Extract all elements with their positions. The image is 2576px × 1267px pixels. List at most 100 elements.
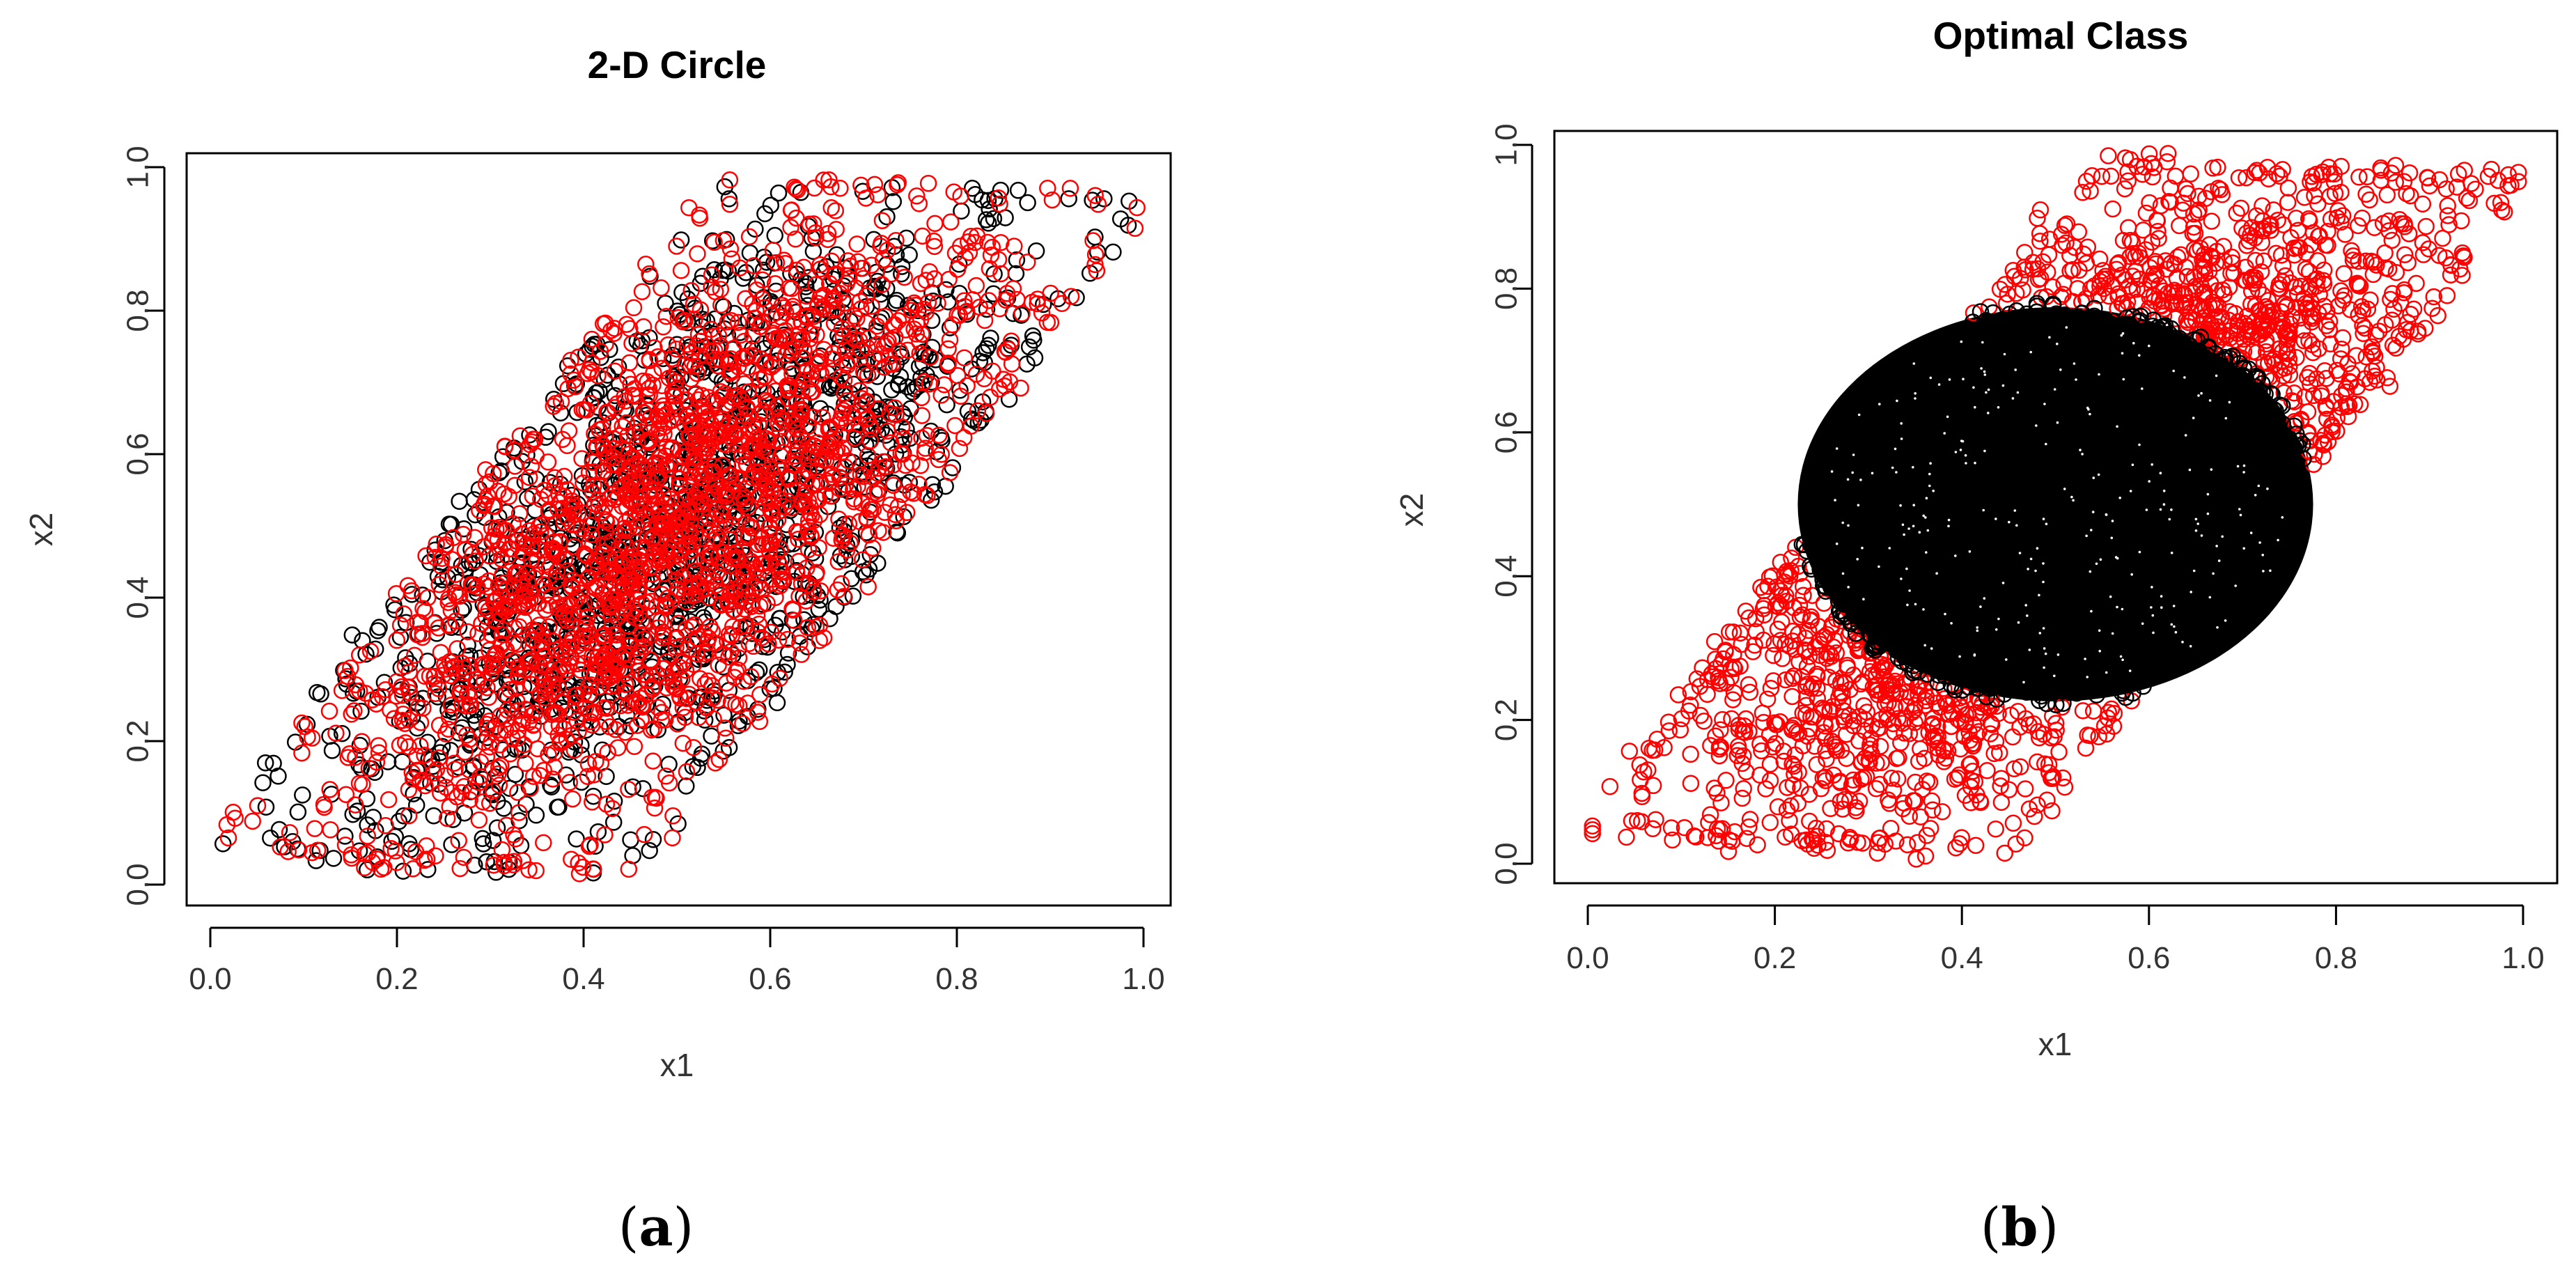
panel-b-point-outside — [2029, 210, 2046, 227]
panel-b-point-outside — [1717, 772, 1735, 789]
panel-b-point-outside — [2137, 204, 2155, 222]
panel-a-point-class-0 — [535, 834, 552, 852]
panel-b-point-outside — [1647, 811, 1664, 828]
panel-a-y-tick-label: 0.2 — [121, 720, 155, 762]
panel-a-point-class-0 — [646, 788, 664, 806]
panel-b-point-outside — [1633, 788, 1651, 805]
panel-a-point-class-1 — [391, 628, 409, 646]
panel-b-point-outside — [1774, 650, 1791, 667]
panel-b-point-outside — [1778, 801, 1796, 819]
panel-a-point-class-0 — [621, 320, 639, 338]
panel-a-y-tick-label: 0.0 — [121, 863, 155, 905]
panel-a-point-class-1 — [289, 803, 307, 821]
panel-b-point-outside — [2335, 265, 2353, 283]
panel-a-point-class-1 — [542, 778, 561, 795]
panel-b-point-outside — [2000, 781, 2018, 798]
panel-a-x-axis: 0.0 0.2 0.4 0.6 0.8 1.0 — [189, 926, 1165, 996]
panel-a-point-class-1 — [467, 506, 484, 524]
panel-b-point-outside — [2279, 179, 2297, 197]
panel-a-point-class-0 — [564, 790, 581, 808]
panel-a-point-class-0 — [706, 283, 724, 301]
panel-a-point-class-0 — [387, 584, 405, 603]
panel-b-point-outside — [1671, 721, 1689, 739]
panel-a-point-class-1 — [606, 387, 624, 405]
panel-a-point-class-0 — [320, 702, 338, 720]
panel-a-point-class-0 — [388, 632, 406, 649]
panel-a-y-axis: 0.00.20.40.60.81.0 — [121, 146, 166, 906]
panel-a-point-class-1 — [352, 702, 370, 720]
panel-b-point-outside — [1761, 814, 1779, 832]
panel-a-point-class-0 — [655, 318, 672, 336]
panel-a-point-class-1 — [764, 295, 781, 313]
panel-a-point-class-1 — [992, 181, 1010, 199]
panel-a-point-class-0 — [1033, 304, 1051, 322]
panel-a-point-class-1 — [270, 821, 288, 839]
panel-a-point-class-0 — [601, 718, 618, 736]
panel-a-point-class-0 — [620, 781, 637, 798]
panel-b-point-outside — [1618, 828, 1635, 846]
panel-a-point-class-1 — [265, 754, 282, 772]
panel-a-x-label: x1 — [660, 1047, 694, 1083]
panel-a-point-class-0 — [955, 349, 973, 366]
panel-a-point-class-0 — [672, 262, 690, 279]
panel-b-point-outside — [1783, 687, 1801, 706]
panel-a-point-class-0 — [674, 734, 692, 752]
panel-a-point-class-1 — [938, 396, 955, 414]
panel-a-point-class-1 — [254, 774, 272, 791]
panel-a-point-class-0 — [515, 736, 533, 754]
panel-b-point-outside — [2383, 231, 2401, 249]
panel-a-point-class-1 — [891, 368, 910, 385]
panel-b-point-outside — [2378, 186, 2396, 204]
panel-a-point-class-0 — [414, 628, 431, 646]
panel-a-point-class-1 — [344, 805, 361, 823]
panel-a-point-class-0 — [380, 791, 398, 809]
panel-a-point-class-1 — [425, 807, 443, 825]
panel-a-point-class-1 — [1008, 251, 1026, 269]
panel-a-point-class-0 — [404, 860, 422, 878]
panel-a-point-class-0 — [949, 261, 967, 278]
panel-a-point-class-0 — [848, 235, 866, 253]
panel-a-x-tick-label: 0.0 — [189, 962, 231, 996]
panel-a-point-class-1 — [779, 644, 797, 662]
panel-b-point-outside — [2004, 814, 2022, 832]
panel-b-point-outside — [1917, 847, 1935, 865]
panel-a-point-class-0 — [941, 464, 959, 481]
panel-a-point-class-1 — [214, 835, 232, 853]
panel-a-point-class-1 — [820, 378, 838, 396]
panel-a-point-class-0 — [942, 213, 960, 231]
panel-a-point-class-0 — [633, 283, 651, 300]
panel-a-point-class-0 — [609, 739, 627, 756]
panel-a-point-class-1 — [540, 423, 557, 440]
panel-a-caption-open: ( — [618, 1196, 639, 1258]
panel-b-point-outside — [2279, 194, 2297, 211]
panel-b-point-outside — [2361, 191, 2378, 209]
panel-a-point-class-1 — [679, 290, 697, 308]
panel-b-point-outside — [2102, 167, 2120, 185]
panel-a-point-class-1 — [521, 426, 538, 444]
panel-b-point-outside — [1978, 762, 1996, 779]
panel-b-point-outside — [2140, 145, 2158, 163]
panel-a-x-tick-label: 1.0 — [1122, 962, 1164, 996]
panel-a-point-class-0 — [625, 299, 643, 317]
panel-a-point-class-1 — [937, 281, 955, 299]
panel-a-point-class-1 — [804, 544, 821, 562]
panel-a-point-class-1 — [325, 850, 343, 867]
panel-a-point-class-0 — [585, 860, 602, 878]
panel-a-point-class-1 — [1019, 194, 1036, 212]
panel-b-point-outside — [1907, 850, 1925, 868]
panel-a-point-class-1 — [394, 862, 412, 880]
panel-a-point-class-1 — [474, 830, 492, 848]
panel-b-points — [1584, 145, 2527, 868]
panel-b-point-outside — [1775, 752, 1793, 770]
panel-a-point-class-0 — [827, 202, 845, 219]
panel-a-point-class-0 — [448, 640, 466, 658]
panel-a-point-class-1 — [809, 586, 827, 605]
panel-a-point-class-0 — [322, 821, 339, 839]
panel-a-point-class-1 — [898, 229, 915, 247]
panel-a-point-class-1 — [501, 669, 519, 687]
panel-b-point-outside — [2357, 185, 2375, 203]
panel-b-point-outside — [1682, 745, 1699, 763]
panel-b-point-outside — [2016, 244, 2034, 261]
panel-b-point-outside — [2093, 167, 2111, 185]
panel-b-point-outside — [2016, 780, 2034, 798]
